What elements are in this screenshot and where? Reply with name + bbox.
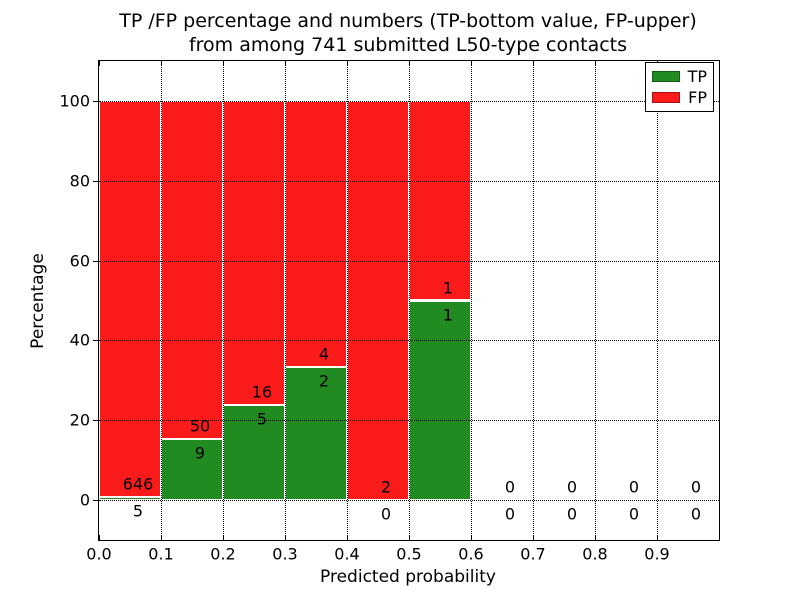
bar-fp-segment bbox=[347, 100, 409, 501]
legend: TP FP bbox=[645, 62, 714, 112]
x-tick bbox=[99, 535, 100, 540]
legend-item-fp: FP bbox=[652, 87, 707, 107]
x-tick-label: 0.2 bbox=[210, 544, 236, 564]
chart-title-line2: from among 741 submitted L50-type contac… bbox=[188, 34, 628, 56]
tp-count-label: 0 bbox=[628, 504, 640, 524]
x-tick bbox=[595, 61, 596, 66]
x-tick bbox=[533, 61, 534, 66]
legend-label-fp: FP bbox=[688, 87, 707, 107]
tp-count-label: 0 bbox=[380, 504, 392, 524]
y-tick-label: 80 bbox=[69, 171, 90, 191]
x-axis-label: Predicted probability bbox=[320, 567, 496, 587]
x-tick-label: 0.9 bbox=[644, 544, 670, 564]
bar-fp-segment bbox=[285, 100, 347, 368]
x-tick bbox=[595, 535, 596, 540]
x-tick-label: 0.4 bbox=[334, 544, 360, 564]
fp-count-label: 4 bbox=[318, 344, 330, 364]
y-tick-label: 20 bbox=[69, 410, 90, 430]
y-tick-label: 0 bbox=[79, 490, 90, 510]
gridline-vertical bbox=[285, 61, 286, 540]
x-tick bbox=[161, 61, 162, 66]
tp-count-label: 1 bbox=[442, 305, 454, 324]
x-tick bbox=[285, 61, 286, 66]
gridline-vertical bbox=[471, 61, 472, 540]
x-tick bbox=[347, 61, 348, 66]
x-tick-label: 0.3 bbox=[272, 544, 298, 564]
tp-count-label: 5 bbox=[256, 409, 268, 429]
chart-title: TP /FP percentage and numbers (TP-bottom… bbox=[98, 9, 718, 57]
bar-fp-segment bbox=[409, 100, 471, 301]
x-tick-label: 0.6 bbox=[458, 544, 484, 564]
x-tick bbox=[409, 61, 410, 66]
tp-color-swatch bbox=[652, 71, 680, 82]
fp-count-label: 2 bbox=[380, 477, 392, 497]
bar-tp-segment bbox=[161, 439, 223, 501]
fp-count-label: 50 bbox=[189, 416, 211, 436]
fp-count-label: 16 bbox=[251, 382, 273, 402]
bar-fp-segment bbox=[99, 100, 161, 497]
x-tick-label: 0.0 bbox=[86, 544, 112, 564]
y-tick bbox=[93, 100, 98, 102]
gridline-vertical bbox=[533, 61, 534, 540]
x-tick bbox=[347, 535, 348, 540]
x-tick bbox=[285, 535, 286, 540]
fp-count-label: 0 bbox=[690, 477, 702, 497]
gridline-vertical bbox=[595, 61, 596, 540]
y-tick bbox=[93, 420, 98, 422]
x-tick bbox=[223, 535, 224, 540]
tp-count-label: 2 bbox=[318, 371, 330, 391]
x-tick-label: 0.5 bbox=[396, 544, 422, 564]
x-tick bbox=[533, 535, 534, 540]
fp-count-label: 0 bbox=[628, 477, 640, 497]
tp-count-label: 9 bbox=[194, 443, 206, 463]
bar-fp-segment bbox=[161, 100, 223, 440]
gridline-vertical bbox=[161, 61, 162, 540]
gridline-vertical bbox=[409, 61, 410, 540]
x-tick bbox=[223, 61, 224, 66]
x-tick bbox=[471, 61, 472, 66]
tp-count-label: 0 bbox=[504, 504, 516, 524]
y-tick-label: 40 bbox=[69, 330, 90, 350]
y-tick bbox=[93, 340, 98, 342]
x-tick bbox=[409, 535, 410, 540]
x-tick-label: 0.1 bbox=[148, 544, 174, 564]
x-tick bbox=[657, 535, 658, 540]
tp-count-label: 5 bbox=[132, 501, 144, 521]
y-tick bbox=[93, 260, 98, 262]
plot-area: 0.0 0.1 0.2 0.3 0.4 0.5 0.6 0.7 0.8 0.9 0 20 40 60 80 1… bbox=[59, 60, 720, 564]
fp-count-label: 0 bbox=[566, 477, 578, 497]
x-tick-label: 0.8 bbox=[582, 544, 608, 564]
y-tick-label: 60 bbox=[69, 251, 90, 271]
chart-title-line1: TP /FP percentage and numbers (TP-bottom… bbox=[119, 10, 697, 32]
bar-fp-segment bbox=[223, 100, 285, 406]
bar-tp-segment bbox=[285, 367, 347, 501]
gridline-vertical bbox=[347, 61, 348, 540]
tp-count-label: 0 bbox=[566, 504, 578, 524]
x-tick-label: 0.7 bbox=[520, 544, 546, 564]
y-tick bbox=[93, 180, 98, 182]
bar-tp-segment bbox=[99, 497, 161, 501]
gridline-vertical bbox=[223, 61, 224, 540]
fp-count-label: 0 bbox=[504, 477, 516, 497]
x-tick bbox=[99, 61, 100, 66]
fp-count-label: 646 bbox=[122, 474, 154, 494]
fp-color-swatch bbox=[652, 92, 681, 103]
x-tick bbox=[161, 535, 162, 540]
y-axis-label: Percentage bbox=[28, 253, 48, 349]
fp-count-label: 1 bbox=[442, 278, 454, 297]
y-tick bbox=[93, 500, 98, 502]
bar-tp-segment bbox=[409, 300, 471, 501]
y-tick-label: 100 bbox=[59, 91, 90, 111]
legend-item-tp: TP bbox=[652, 66, 707, 86]
x-tick bbox=[471, 535, 472, 540]
legend-label-tp: TP bbox=[687, 66, 707, 86]
gridline-vertical bbox=[657, 61, 658, 540]
tp-count-label: 0 bbox=[690, 504, 702, 524]
